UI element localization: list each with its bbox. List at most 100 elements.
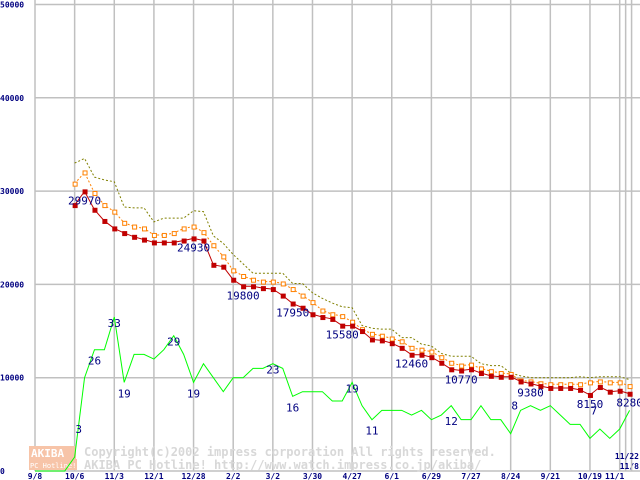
x-tick-label: 9/21 [541,472,560,480]
data-point-average [221,254,227,260]
x-tick-label: 2/2 [226,472,241,480]
x-tick-label: 10/6 [65,472,84,480]
data-point-min [122,231,128,237]
data-point-min [429,355,435,361]
data-point-min [578,387,584,393]
data-point-min [290,301,296,307]
data-point-min [528,381,534,387]
data-point-average [469,362,475,368]
data-point-average [300,293,306,299]
data-point-average [488,369,494,375]
data-point-min [419,352,425,358]
y-tick-label: 40000 [0,94,24,103]
shop-count-label: 3 [75,423,82,436]
data-point-min [161,240,167,246]
price-data-label: 9380 [517,386,544,399]
data-point-average [310,300,316,306]
data-point-min [617,388,623,394]
y-tick-label: 50000 [0,1,24,10]
shop-count-label: 19 [187,387,200,400]
y-tick-label: 30000 [0,187,24,196]
data-point-min [280,293,286,299]
data-point-min [211,262,217,268]
x-tick-label: 6/1 [385,472,400,480]
price-data-label: 12460 [395,358,428,371]
shop-count-label: 7 [591,404,598,417]
data-point-average [201,230,207,236]
data-point-average [449,360,455,366]
x-tick-label: 3/30 [303,472,322,480]
x-tick-label: 11/8 [620,462,639,471]
watermark-logo-top [29,446,76,459]
shop-count-label: 29 [167,336,180,349]
price-data-label: 8150 [577,398,604,411]
data-point-average [181,226,187,232]
data-point-min [221,264,227,270]
shop-count-label: 11 [365,425,378,438]
data-point-average [270,279,276,285]
data-point-min [92,207,98,213]
data-point-min [538,384,544,390]
price-data-label: 24930 [177,241,210,254]
price-data-label: 8280 [616,397,640,410]
data-point-min [132,234,138,240]
x-tick-label: 12/28 [182,472,206,480]
data-point-average [142,226,148,232]
data-point-min [112,226,118,232]
data-point-average [132,224,138,230]
data-point-average [419,347,425,353]
data-point-average [409,345,415,351]
data-point-average [330,312,336,318]
data-point-average [597,379,603,385]
x-tick-label: 11/3 [105,472,124,480]
x-tick-label: 3/2 [266,472,281,480]
shop-count-label: 26 [88,355,101,368]
shop-count-label: 19 [118,387,131,400]
data-point-average [399,339,405,345]
data-point-average [369,331,375,337]
data-point-average [389,336,395,342]
data-point-average [350,319,356,325]
x-tick-label: 12/1 [144,472,163,480]
y-tick-label: 10000 [0,374,24,383]
data-point-average [379,333,385,339]
data-point-average [459,363,465,369]
x-tick-label: 8/24 [501,472,520,480]
data-point-average [231,268,237,274]
watermark-logo-bottom [29,459,77,470]
shop-count-label: 19 [345,382,358,395]
x-tick-label: 9/8 [28,472,43,480]
data-point-average [171,231,177,237]
data-point-average [82,170,88,176]
data-point-min [389,341,395,347]
data-point-average [191,224,197,230]
data-point-min [558,385,564,391]
data-point-average [290,287,296,293]
data-point-min [320,315,326,321]
data-point-min [379,338,385,344]
shop-count-label: 12 [445,415,458,428]
watermark-logo-sub: PC Hotline! [30,462,76,470]
data-point-min [597,385,603,391]
data-point-min [181,238,187,244]
data-point-average [92,190,98,196]
data-point-min [251,284,257,290]
data-point-min [241,284,247,290]
price-data-label: 19800 [227,289,260,302]
data-point-min [330,316,336,322]
data-point-min [340,323,346,329]
data-point-min [399,345,405,351]
data-point-min [568,385,574,391]
series-line-shops [35,316,631,472]
data-point-min [498,374,504,380]
y-tick-label: 0 [0,467,5,476]
data-point-average [112,209,118,215]
data-point-min [409,352,415,358]
data-point-min [310,312,316,318]
data-point-average [578,382,584,388]
shop-count-label: 8 [511,400,518,413]
data-point-average [280,281,286,287]
shop-count-label: 33 [108,317,121,330]
